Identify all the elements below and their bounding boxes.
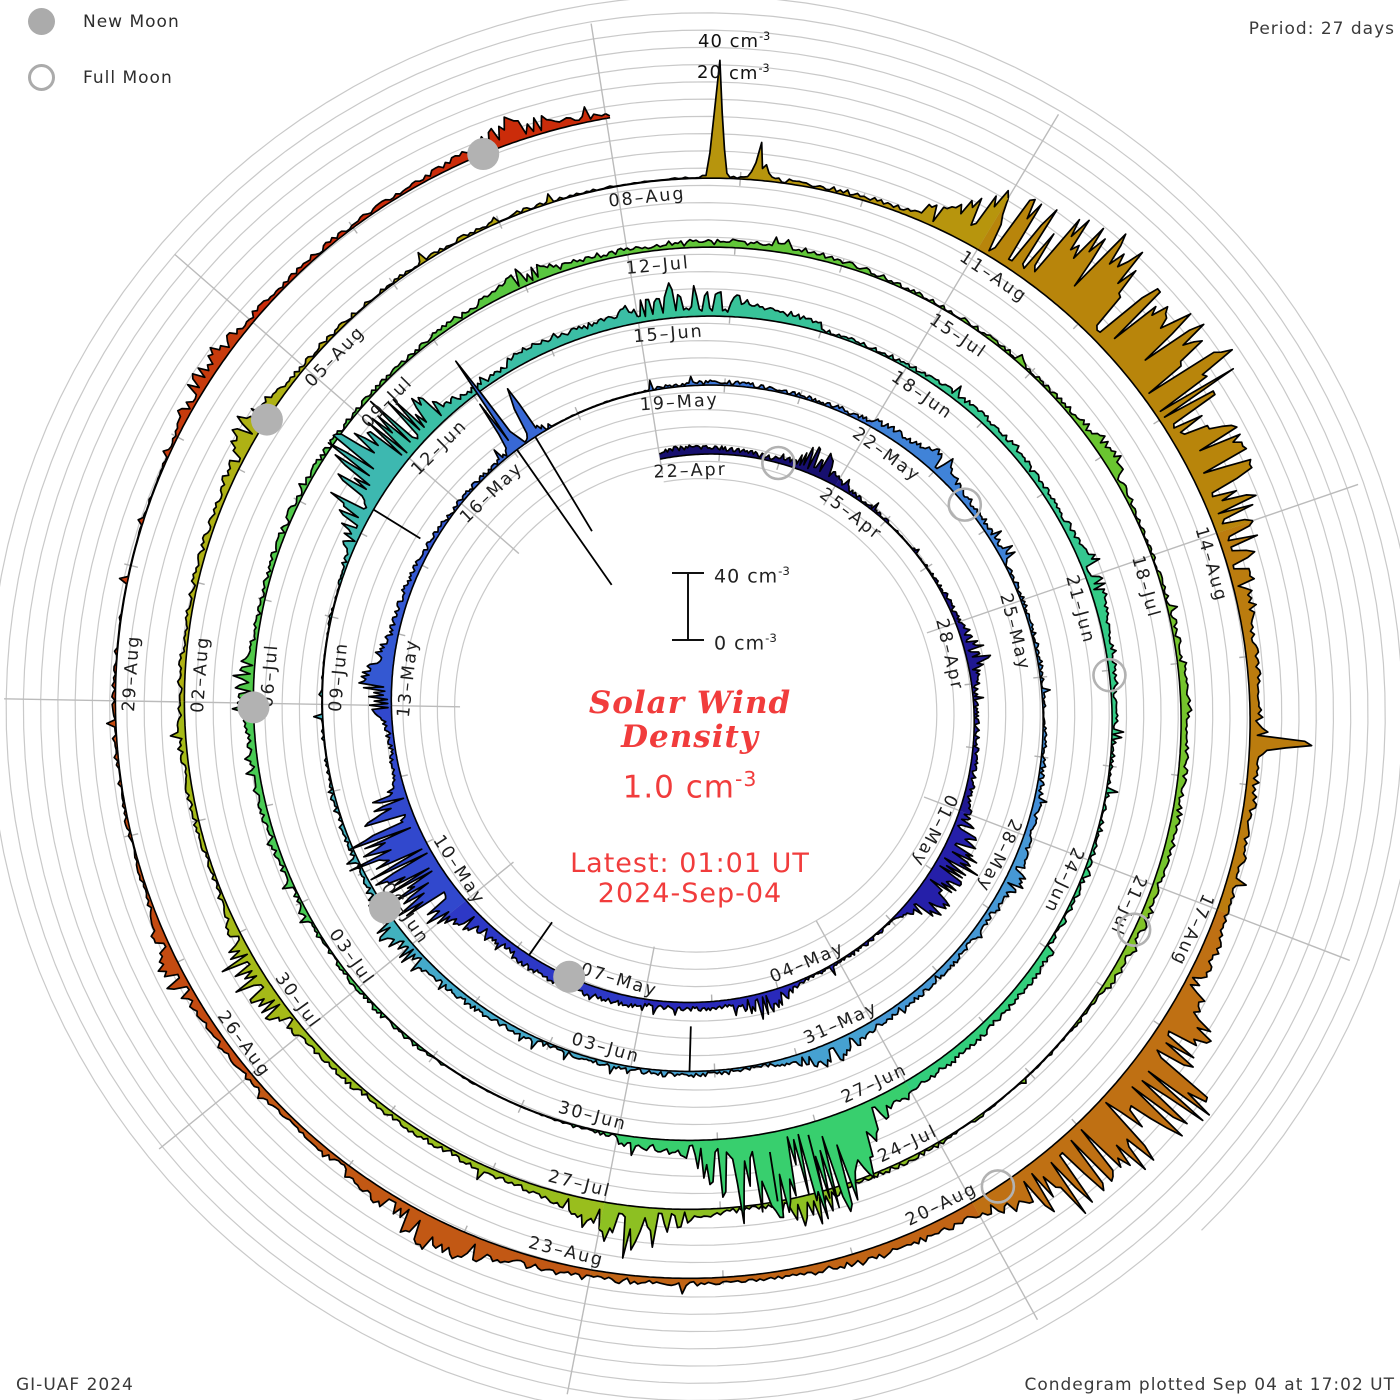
full-moon-marker [1092,657,1127,693]
legend-new-moon-label: New Moon [83,11,180,32]
credit-label: GI-UAF 2024 [16,1375,134,1395]
annotation-20-unit: cm-3 [729,62,770,84]
new-moon-marker [467,138,500,171]
new-moon-icon [28,8,55,35]
full-moon-marker [1116,912,1152,947]
scalebar-bottom-label: 0 cm-3 [714,631,777,655]
date-label: 15–Jun [633,321,705,347]
new-moon-marker [237,691,270,724]
new-moon-marker [553,960,586,993]
legend-full-moon-label: Full Moon [83,67,173,88]
legend-new-moon: New Moon [28,8,180,35]
plot-title: Solar Wind Density [588,685,792,755]
full-moon-icon [28,64,55,91]
full-moon-marker [980,1169,1016,1204]
scalebar-top-label: 40 cm-3 [714,564,790,588]
center-title-block: Solar Wind Density 1.0 cm-3 Latest: 01:0… [420,686,960,909]
new-moon-marker [368,891,401,924]
annotation-40: 40 cm-3 [698,30,771,52]
date-label: 18–Jul [1127,554,1163,621]
date-label: 12–Jul [625,253,691,279]
annotation-20-num: 20 [697,62,722,83]
date-label: 22–Apr [653,460,727,483]
full-moon-marker [761,445,796,481]
period-label: Period: 27 days [1248,19,1395,39]
new-moon-marker [250,403,283,436]
legend-full-moon: Full Moon [28,64,173,91]
artifact-spikes [373,436,824,1202]
footer-label: Condegram plotted Sep 04 at 17:02 UT [1024,1375,1395,1395]
scale-bar [672,572,704,641]
moon-markers [237,138,1152,1204]
data-spiral [105,59,1313,1295]
latest-time-label: Latest: 01:01 UT 2024-Sep-04 [570,848,810,910]
full-moon-marker [947,487,983,522]
latest-density-value: 1.0 cm-3 [622,767,758,806]
radial-gridlines [4,23,1359,1395]
date-label: 09–Jun [326,641,353,713]
date-label: 19–May [639,390,719,415]
date-label: 08–Aug [608,184,687,212]
